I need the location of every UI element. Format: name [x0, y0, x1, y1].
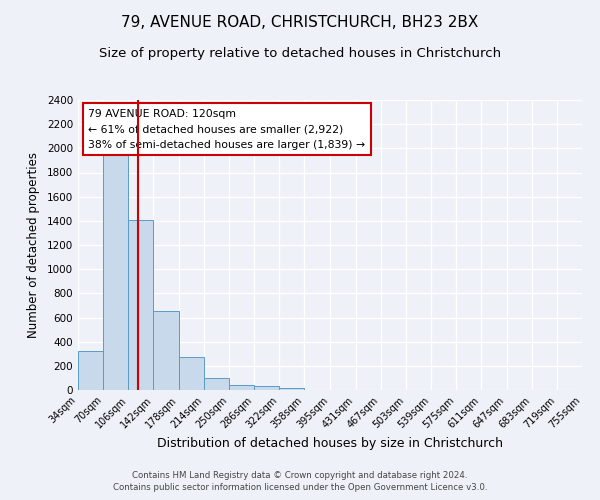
Bar: [128, 220, 154, 390]
Text: 79, AVENUE ROAD, CHRISTCHURCH, BH23 2BX: 79, AVENUE ROAD, CHRISTCHURCH, BH23 2BX: [121, 15, 479, 30]
Text: Contains HM Land Registry data © Crown copyright and database right 2024.
Contai: Contains HM Land Registry data © Crown c…: [113, 471, 487, 492]
Bar: [254, 386, 280, 390]
Text: Size of property relative to detached houses in Christchurch: Size of property relative to detached ho…: [99, 48, 501, 60]
Bar: [204, 378, 229, 390]
Bar: [179, 357, 204, 390]
Y-axis label: Number of detached properties: Number of detached properties: [27, 152, 40, 338]
Bar: [78, 350, 103, 390]
Bar: [154, 312, 179, 390]
Bar: [229, 384, 254, 390]
Bar: [280, 388, 304, 390]
Text: 79 AVENUE ROAD: 120sqm
← 61% of detached houses are smaller (2,922)
38% of semi-: 79 AVENUE ROAD: 120sqm ← 61% of detached…: [88, 108, 365, 150]
Bar: [103, 151, 128, 390]
X-axis label: Distribution of detached houses by size in Christchurch: Distribution of detached houses by size …: [157, 437, 503, 450]
